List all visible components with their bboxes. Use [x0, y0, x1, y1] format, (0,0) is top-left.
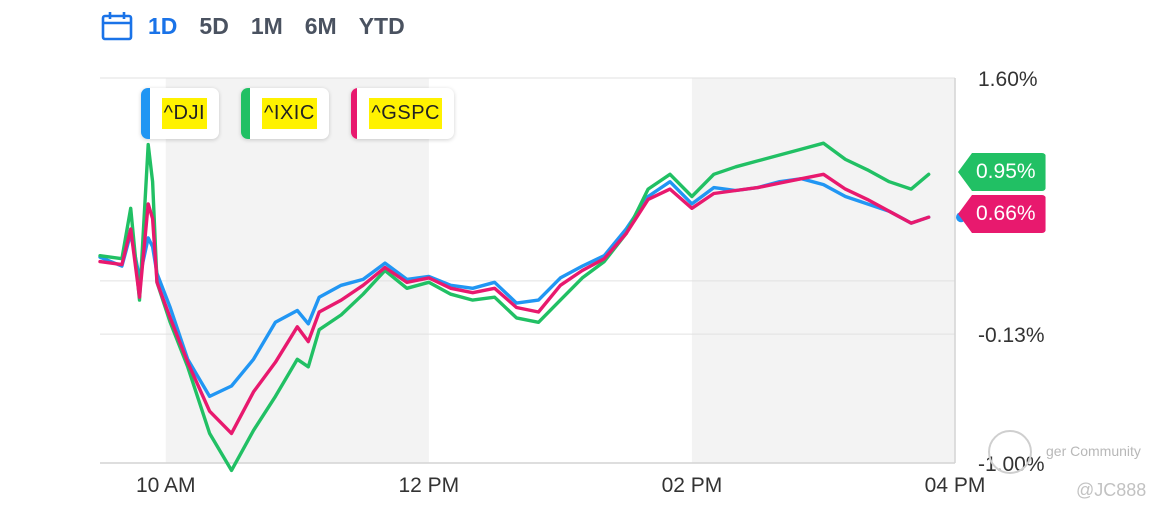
x-tick-label: 12 PM [398, 474, 459, 497]
timeframe-bar: 1D 5D 1M 6M YTD [100, 8, 427, 44]
tab-1d[interactable]: 1D [148, 12, 178, 39]
legend-label: ^DJI [161, 98, 207, 129]
watermark-community: ger Community [1046, 443, 1141, 459]
calendar-icon[interactable] [100, 10, 134, 42]
legend-item-dji[interactable]: ^DJI [141, 88, 219, 139]
x-tick-label: 04 PM [925, 474, 986, 497]
legend-swatch [241, 88, 250, 139]
y-tick-label: -0.13% [978, 324, 1045, 347]
tab-5d[interactable]: 5D [199, 12, 229, 39]
legend-swatch [141, 88, 150, 139]
tab-1m[interactable]: 1M [250, 12, 283, 39]
legend-item-gspc[interactable]: ^GSPC [351, 88, 454, 139]
legend-label: ^GSPC [369, 98, 442, 129]
series-line-gspc [98, 172, 931, 436]
end-label-gspc: 0.66% [958, 195, 1046, 233]
tab-ytd[interactable]: YTD [358, 12, 405, 39]
legend-label: ^IXIC [262, 98, 317, 129]
watermark-handle: @JC888 [1076, 480, 1147, 500]
tab-6m[interactable]: 6M [304, 12, 337, 39]
x-tick-label: 10 AM [136, 474, 196, 497]
end-label-ixic: 0.95% [958, 153, 1046, 191]
time-band [691, 78, 955, 463]
legend-swatch [351, 88, 358, 139]
legend-item-ixic[interactable]: ^IXIC [241, 88, 329, 139]
watermark-logo [988, 430, 1032, 474]
y-tick-label: 1.60% [978, 68, 1038, 91]
x-tick-label: 02 PM [662, 474, 723, 497]
